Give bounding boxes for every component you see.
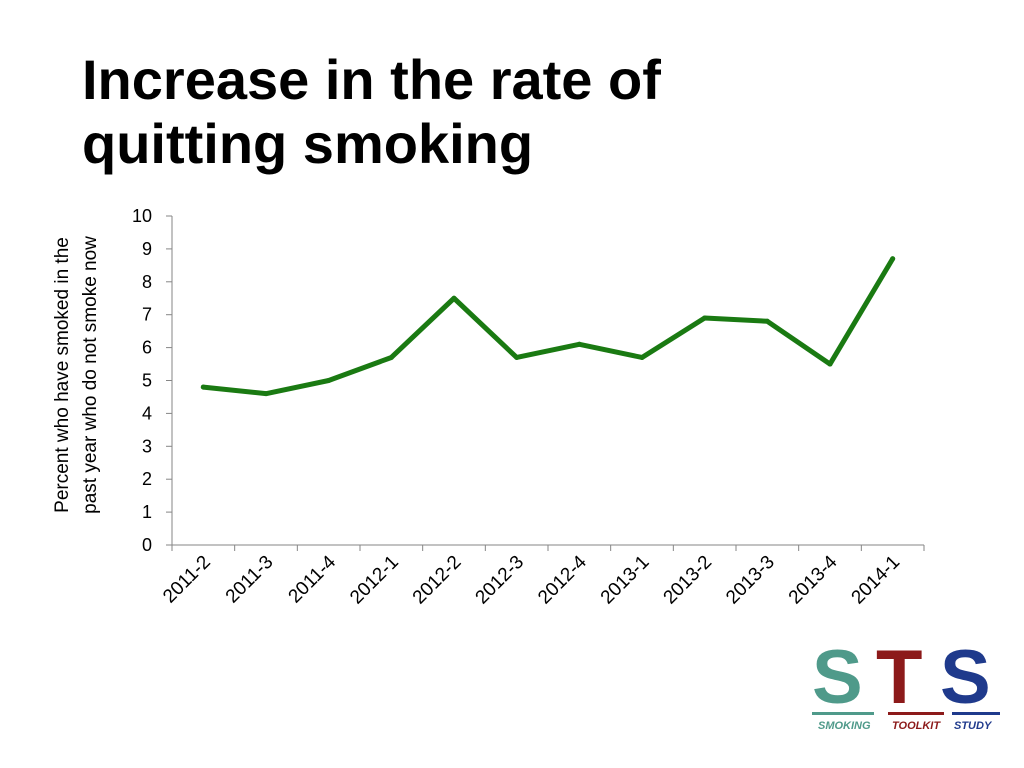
logo-word-study: STUDY	[954, 720, 992, 732]
series	[200, 256, 896, 397]
logo-letter-s: S	[812, 635, 863, 720]
data-point	[514, 354, 520, 360]
y-tick-label: 6	[142, 338, 152, 358]
x-tick-label: 2011-2	[159, 552, 215, 608]
axes	[171, 216, 924, 546]
data-point	[200, 384, 206, 390]
x-tick-label: 2011-3	[222, 552, 278, 608]
x-tick-label: 2011-4	[285, 551, 341, 607]
x-tick-label: 2014-1	[848, 552, 905, 609]
data-point	[263, 391, 269, 397]
x-tick-label: 2012-1	[346, 552, 403, 609]
x-tick-label: 2013-4	[785, 551, 842, 608]
data-point	[451, 295, 457, 301]
logo-letter-t: T	[876, 635, 922, 720]
x-tick-label: 2012-2	[409, 552, 466, 609]
data-point	[764, 318, 770, 324]
slide-title-line-2: quitting smoking	[82, 112, 534, 175]
x-tick-label: 2013-2	[660, 552, 717, 609]
slide-title-line-1: Increase in the rate of	[82, 48, 661, 111]
sts-logo: S T S SMOKING TOOLKIT STUDY	[812, 640, 1012, 748]
x-ticks: 2011-2 2011-3 2011-4 2012-1 2012-2 2012-3 2012…	[159, 545, 925, 609]
y-tick-label: 1	[142, 502, 152, 522]
x-tick-label: 2012-3	[472, 552, 529, 609]
data-point	[827, 361, 833, 367]
y-tick-label: 9	[142, 239, 152, 259]
y-axis-label-line-2: past year who do not smoke now	[80, 236, 101, 514]
logo-letter-s-2: S	[940, 635, 991, 720]
data-point	[388, 354, 394, 360]
y-tick-label: 8	[142, 272, 152, 292]
y-tick-label: 4	[142, 403, 152, 423]
y-tick-label: 3	[142, 436, 152, 456]
x-tick-label: 2013-3	[722, 552, 779, 609]
y-axis-label: Percent who have smoked in the past year…	[52, 236, 101, 514]
y-axis-label-line-1: Percent who have smoked in the	[52, 237, 73, 513]
y-tick-label: 7	[142, 305, 152, 325]
y-tick-label: 10	[132, 206, 152, 226]
logo-letters: S T S	[812, 640, 1012, 716]
data-point	[326, 378, 332, 383]
y-tick-label: 5	[142, 371, 152, 391]
y-ticks: 0 1 2 3 4 5 6 7 8 9 10	[132, 206, 172, 555]
data-point	[890, 256, 896, 262]
logo-bar-study	[952, 712, 1000, 715]
data-point	[576, 341, 582, 347]
x-tick-label: 2012-4	[534, 551, 591, 608]
slide-title: Increase in the rate of quitting smoking	[82, 48, 982, 176]
logo-word-toolkit: TOOLKIT	[892, 720, 941, 732]
x-tick-label: 2013-1	[597, 552, 654, 609]
y-tick-label: 0	[142, 535, 152, 555]
series-line	[200, 256, 896, 397]
data-point	[702, 315, 708, 321]
logo-bar-smoking	[812, 712, 874, 715]
data-point	[639, 354, 645, 360]
y-tick-label: 2	[142, 469, 152, 489]
logo-bar-toolkit	[888, 712, 944, 715]
logo-word-smoking: SMOKING	[818, 720, 871, 732]
